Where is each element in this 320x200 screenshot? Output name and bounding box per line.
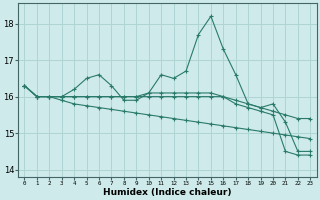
X-axis label: Humidex (Indice chaleur): Humidex (Indice chaleur) — [103, 188, 232, 197]
